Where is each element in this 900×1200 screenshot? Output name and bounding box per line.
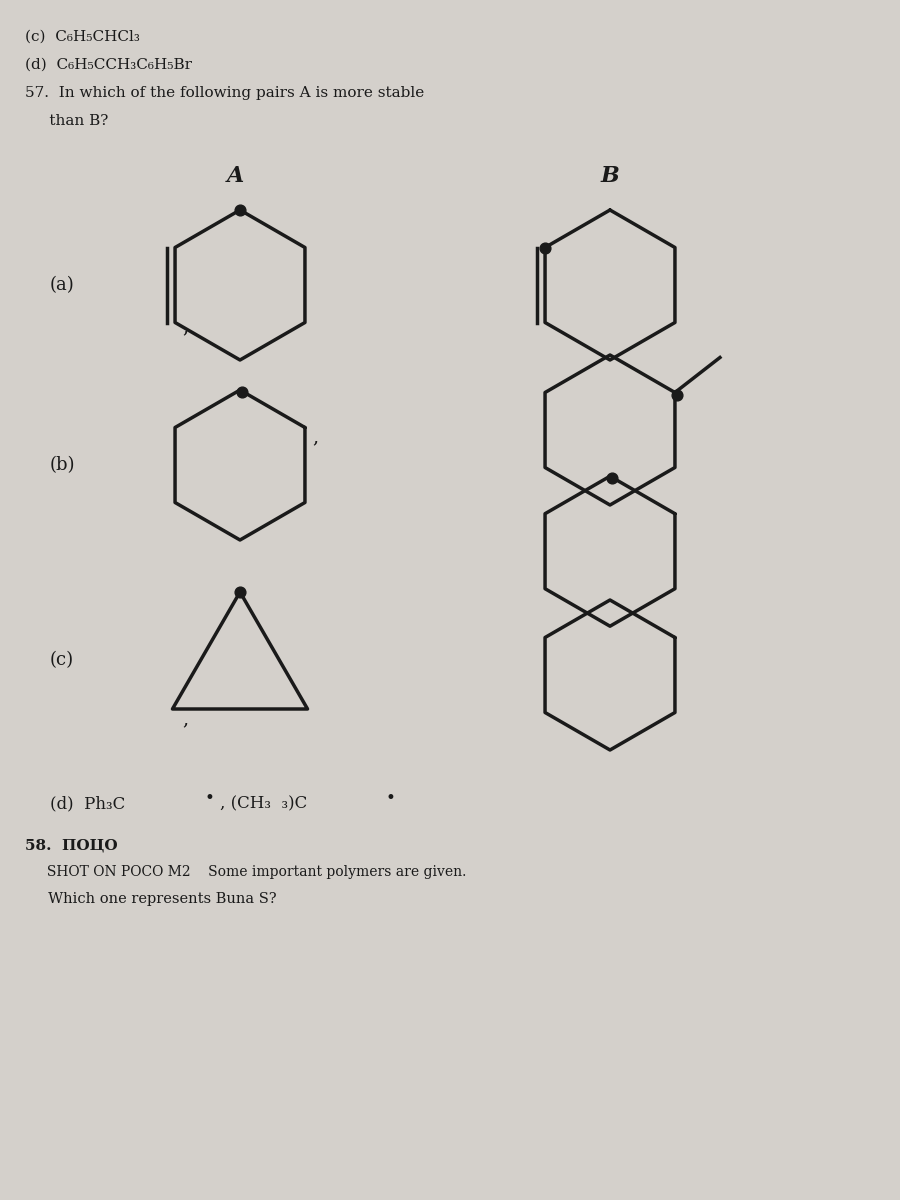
Point (670, 385, 684, 404)
Text: B: B (600, 164, 619, 187)
Text: ,: , (312, 428, 318, 446)
Text: •: • (205, 790, 215, 808)
Point (235, 383, 249, 402)
Point (233, 582, 248, 601)
Text: , (CH₃  ₃)C: , (CH₃ ₃)C (220, 794, 307, 812)
Text: 58.  ПОЦО: 58. ПОЦО (25, 838, 118, 852)
Text: (b): (b) (50, 456, 76, 474)
Point (538, 238, 553, 257)
Text: SHOT ON POCO M2    Some important polymers are given.: SHOT ON POCO M2 Some important polymers … (25, 865, 466, 878)
Text: (a): (a) (50, 276, 75, 294)
Point (605, 469, 619, 488)
Text: A: A (227, 164, 244, 187)
Text: (d)  C₆H₅CCH₃C₆H₅Br: (d) C₆H₅CCH₃C₆H₅Br (25, 58, 192, 72)
Text: •: • (385, 790, 395, 808)
Text: (d)  Ph₃C: (d) Ph₃C (50, 794, 125, 812)
Text: Which one represents Buna S?: Which one represents Buna S? (25, 892, 276, 906)
Text: ,: , (182, 318, 188, 336)
Text: than B?: than B? (25, 114, 108, 128)
Text: (c)  C₆H₅CHCl₃: (c) C₆H₅CHCl₃ (25, 30, 140, 44)
Point (233, 200, 248, 220)
Text: 57.  In which of the following pairs A is more stable: 57. In which of the following pairs A is… (25, 86, 424, 100)
Text: (c): (c) (50, 650, 74, 670)
Text: ,: , (183, 710, 189, 728)
